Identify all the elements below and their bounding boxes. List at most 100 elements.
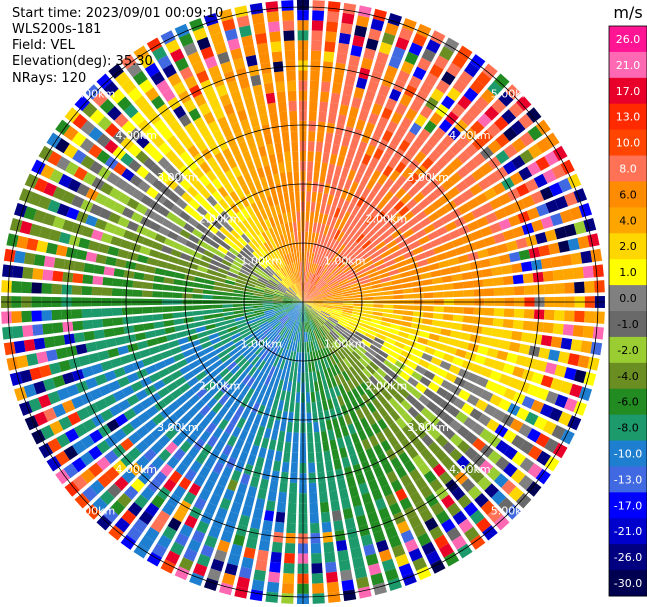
velocity-gate (316, 370, 322, 382)
velocity-gate (380, 152, 392, 165)
velocity-gate (342, 290, 353, 295)
velocity-gate (339, 104, 349, 116)
velocity-gate (31, 282, 42, 294)
velocity-gate (340, 360, 349, 371)
velocity-gate (435, 486, 449, 501)
velocity-gate (523, 309, 535, 319)
velocity-gate (369, 251, 380, 260)
velocity-gate (173, 184, 186, 197)
velocity-gate (138, 78, 154, 94)
velocity-gate (303, 296, 312, 302)
velocity-gate (317, 471, 326, 483)
velocity-gate (312, 583, 325, 594)
velocity-gate (461, 323, 473, 333)
velocity-gate (55, 468, 71, 485)
velocity-gate (474, 492, 489, 508)
velocity-gate (372, 398, 383, 410)
velocity-gate (277, 193, 285, 204)
velocity-gate (196, 520, 210, 534)
velocity-gate (293, 262, 298, 273)
velocity-gate (218, 394, 229, 406)
velocity-gate (312, 304, 323, 309)
velocity-gate (399, 326, 411, 333)
velocity-gate (274, 247, 282, 258)
velocity-gate (516, 407, 530, 421)
velocity-gate (100, 232, 113, 244)
velocity-gate (375, 241, 386, 251)
velocity-gate (217, 245, 229, 255)
velocity-gate (433, 185, 447, 197)
velocity-gate (379, 378, 391, 390)
velocity-gate (400, 153, 413, 166)
velocity-gate (140, 486, 155, 501)
velocity-gate (479, 258, 491, 268)
velocity-gate (467, 251, 479, 262)
velocity-gate (154, 399, 167, 412)
velocity-gate (304, 282, 307, 293)
velocity-gate (162, 306, 173, 313)
velocity-gate (307, 310, 313, 321)
velocity-gate (307, 321, 312, 332)
velocity-gate (242, 150, 252, 163)
velocity-gate (247, 353, 257, 363)
velocity-gate (236, 417, 246, 429)
velocity-gate (148, 345, 161, 355)
velocity-gate (486, 466, 501, 482)
velocity-gate (493, 232, 506, 244)
velocity-gate (369, 275, 381, 282)
velocity-gate (327, 429, 336, 441)
velocity-gate (297, 293, 303, 302)
velocity-gate (97, 116, 113, 131)
velocity-gate (249, 116, 260, 128)
velocity-gate (383, 190, 394, 202)
velocity-gate (109, 404, 123, 417)
velocity-gate (511, 262, 523, 274)
colorbar-tick-label: 13.0 (616, 111, 641, 124)
velocity-gate (309, 308, 318, 317)
velocity-gate (212, 308, 224, 314)
velocity-gate (310, 308, 319, 316)
velocity-gate (395, 161, 407, 174)
velocity-gate (256, 222, 265, 234)
velocity-gate (243, 311, 254, 316)
velocity-gate (110, 357, 123, 369)
velocity-gate (475, 71, 492, 87)
velocity-gate (293, 422, 300, 433)
velocity-gate (303, 293, 309, 302)
velocity-gate (304, 251, 307, 262)
velocity-gate (122, 316, 134, 325)
velocity-gate (156, 79, 171, 94)
velocity-gate (244, 314, 255, 319)
velocity-gate (126, 394, 140, 407)
velocity-gate (181, 454, 194, 468)
velocity-gate (108, 525, 124, 541)
velocity-gate (452, 78, 468, 94)
velocity-gate (285, 532, 296, 544)
velocity-gate (400, 399, 412, 411)
velocity-gate (419, 330, 431, 339)
velocity-gate (377, 198, 388, 210)
velocity-gate (219, 367, 230, 378)
velocity-gate (244, 96, 255, 109)
velocity-gate (78, 355, 91, 367)
velocity-gate (150, 427, 164, 440)
velocity-gate (191, 250, 203, 260)
velocity-gate (518, 343, 531, 355)
velocity-gate (218, 198, 229, 210)
velocity-gate (193, 116, 206, 130)
velocity-gate (80, 199, 94, 213)
velocity-gate (305, 282, 309, 293)
velocity-gate (253, 293, 264, 297)
velocity-gate (349, 353, 359, 363)
velocity-gate (380, 439, 392, 452)
velocity-gate (147, 478, 161, 493)
velocity-gate (539, 186, 554, 201)
velocity-gate (564, 310, 575, 322)
velocity-gate (255, 456, 265, 469)
velocity-gate (241, 86, 253, 99)
velocity-gate (351, 259, 361, 268)
velocity-gate (41, 283, 52, 294)
velocity-gate (482, 278, 494, 287)
velocity-gate (382, 286, 393, 292)
velocity-gate (253, 307, 264, 311)
